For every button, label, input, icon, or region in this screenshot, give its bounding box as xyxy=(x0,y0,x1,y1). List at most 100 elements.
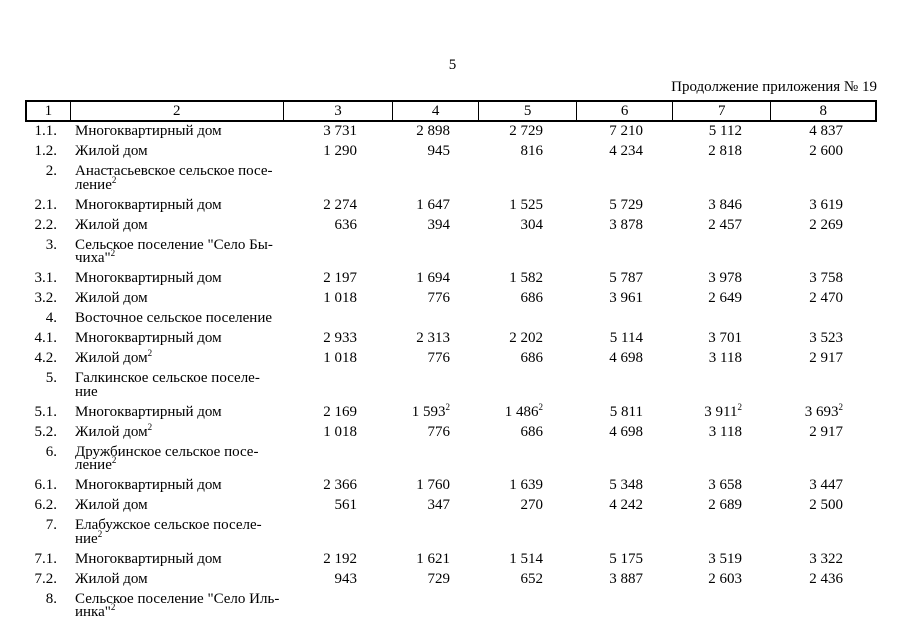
value-cell: 3 523 xyxy=(809,330,843,346)
value-cell: 2 649 xyxy=(708,290,742,306)
table-row: 7.2. Жилой дом 943 729 652 3 887 2 603 2 436 xyxy=(25,570,877,590)
value-cell: 3 118 xyxy=(708,423,742,440)
table-row: 2.1. Многоквартирный дом 2 274 1 647 1 525 5 … xyxy=(25,196,877,216)
label-line: чиха"2 xyxy=(75,248,116,266)
value-cell: 4 698 xyxy=(609,423,643,440)
value-cell: 2 436 xyxy=(809,570,843,587)
footnote-marker: 2 xyxy=(147,421,153,432)
value-cell: 2 603 xyxy=(708,570,742,587)
value-cell: 1 018 xyxy=(323,290,357,306)
row-label: Многоквартирный дом xyxy=(75,477,222,493)
value-cell: 2 917 xyxy=(809,350,843,366)
value-cell: 2 313 xyxy=(416,330,450,346)
value-cell: 816 xyxy=(520,143,544,159)
value-cell: 686 xyxy=(520,350,544,366)
value-cell: 3 118 xyxy=(708,350,742,366)
label-line: инка"2 xyxy=(75,602,116,620)
table-row: 7.1. Многоквартирный дом 2 192 1 621 1 514 5 … xyxy=(25,550,877,570)
value-cell: 2 729 xyxy=(509,123,543,139)
section-row: 4. Восточное сельское поселение xyxy=(25,309,877,329)
column-header: 8 xyxy=(770,102,875,120)
value-cell: 7 210 xyxy=(609,123,643,139)
value-cell: 394 xyxy=(427,216,451,233)
row-number: 2. xyxy=(45,163,57,179)
value-cell: 1 639 xyxy=(509,477,543,493)
row-label: Елабужское сельское поселе-ние2 xyxy=(68,518,282,547)
section-row: 6. Дружбинское сельское посе-ление2 xyxy=(25,443,877,477)
value-cell: 3 878 xyxy=(609,216,643,233)
label-line: ление2 xyxy=(75,174,117,193)
footnote-marker: 2 xyxy=(110,248,116,258)
section-row: 5. Галкинское сельское поселе-ние xyxy=(25,369,877,403)
column-header: 6 xyxy=(576,102,672,120)
value-cell: 561 xyxy=(334,497,358,513)
value-cell: 1 5932 xyxy=(411,401,451,420)
value-cell: 270 xyxy=(520,497,544,513)
label-line: Сельское поселение "Село Бы- xyxy=(75,236,273,253)
continuation-note: Продолжение приложения № 19 xyxy=(671,79,877,95)
row-number: 1.2. xyxy=(34,143,58,159)
value-cell: 776 xyxy=(427,350,451,366)
label-line: ние2 xyxy=(75,528,103,547)
value-cell: 1 647 xyxy=(416,196,450,213)
value-cell: 3 887 xyxy=(609,570,643,587)
value-cell: 2 917 xyxy=(809,423,843,440)
footnote-marker: 2 xyxy=(445,401,451,412)
footnote-marker: 2 xyxy=(110,602,116,612)
value-cell: 4 698 xyxy=(609,350,643,366)
value-cell: 1 525 xyxy=(509,196,543,213)
row-number: 2.1. xyxy=(34,196,58,213)
row-label: Восточное сельское поселение xyxy=(68,311,282,326)
table-row: 1.2. Жилой дом 1 290 945 816 4 234 2 818 2 600 xyxy=(25,142,877,162)
row-label: Жилой дом xyxy=(75,570,148,587)
row-label: Многоквартирный дом xyxy=(75,123,222,139)
value-cell: 1 4862 xyxy=(504,401,543,420)
value-cell: 5 348 xyxy=(609,477,643,493)
value-cell: 2 192 xyxy=(323,550,357,567)
row-number: 3.2. xyxy=(34,290,58,306)
row-label: Жилой дом xyxy=(75,143,148,159)
value-cell: 2 197 xyxy=(323,270,357,286)
value-cell: 636 xyxy=(334,216,358,233)
value-cell: 945 xyxy=(427,143,451,159)
row-label: Дружбинское сельское посе-ление2 xyxy=(68,444,282,473)
value-cell: 3 978 xyxy=(708,270,742,286)
label-line: Сельское поселение "Село Иль- xyxy=(75,590,280,607)
value-cell: 3 322 xyxy=(809,550,843,567)
row-label: Многоквартирный дом xyxy=(75,550,222,567)
value-cell: 1 514 xyxy=(509,550,543,567)
table-row: 5.2. Жилой дом2 1 018 776 686 4 698 3 118 2 917 xyxy=(25,421,877,443)
value-cell: 3 846 xyxy=(708,196,742,213)
value-cell: 1 760 xyxy=(416,477,450,493)
row-number: 2.2. xyxy=(34,216,58,233)
footnote-marker: 2 xyxy=(737,401,743,412)
section-row: 7. Елабужское сельское поселе-ние2 xyxy=(25,516,877,550)
row-label: Многоквартирный дом xyxy=(75,270,222,286)
row-number: 3. xyxy=(45,236,57,253)
row-label: Многоквартирный дом xyxy=(75,196,222,213)
row-number: 1.1. xyxy=(34,123,58,139)
value-cell: 5 175 xyxy=(609,550,643,567)
row-number: 7.2. xyxy=(34,570,58,587)
column-header: 1 xyxy=(44,103,53,119)
row-label: Анастасьевское сельское посе-ление2 xyxy=(68,164,282,193)
row-number: 7.1. xyxy=(34,550,58,567)
value-cell: 5 729 xyxy=(609,196,643,213)
table-row: 4.1. Многоквартирный дом 2 933 2 313 2 202 5 … xyxy=(25,329,877,349)
row-label: Многоквартирный дом xyxy=(75,403,222,420)
value-cell: 1 621 xyxy=(416,550,450,567)
value-cell: 2 169 xyxy=(323,403,357,420)
value-cell: 2 202 xyxy=(509,330,543,346)
value-cell: 3 961 xyxy=(609,290,643,306)
value-cell: 776 xyxy=(427,423,451,440)
value-cell: 652 xyxy=(520,570,544,587)
value-cell: 2 457 xyxy=(708,216,742,233)
value-cell: 3 658 xyxy=(708,477,742,493)
row-number: 5.2. xyxy=(34,423,58,440)
table-row: 1.1. Многоквартирный дом 3 731 2 898 2 729 7 … xyxy=(25,122,877,142)
column-header: 2 xyxy=(69,102,283,120)
label-line: ление2 xyxy=(75,455,117,473)
table-row: 6.2. Жилой дом 561 347 270 4 242 2 689 2 500 xyxy=(25,496,877,516)
